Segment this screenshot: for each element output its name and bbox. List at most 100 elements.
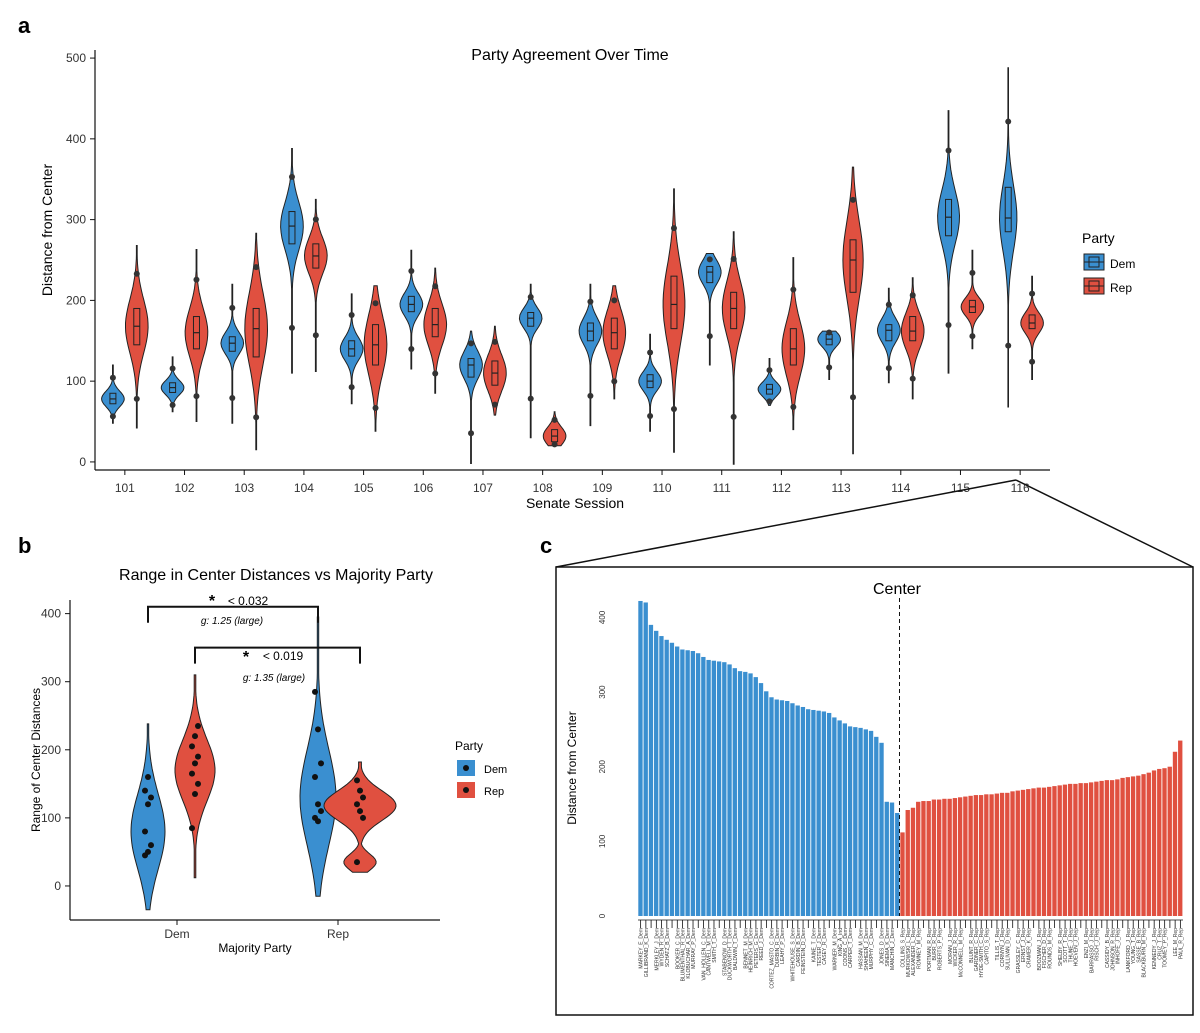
c-senator-label: BOOZMAN_J_Rep bbox=[1037, 928, 1043, 971]
c-bar-rep bbox=[900, 832, 905, 916]
c-bar-dem bbox=[790, 703, 795, 916]
panel-c-frame bbox=[555, 566, 1194, 1016]
zoom-line-right bbox=[1015, 479, 1194, 568]
a-y-tick-label: 0 bbox=[79, 455, 86, 469]
c-senator-label: CARDIN_B_Dem bbox=[796, 928, 802, 967]
a-outlier bbox=[909, 292, 916, 299]
a-y-tick-label: 100 bbox=[66, 374, 86, 388]
c-bar-rep bbox=[1062, 784, 1068, 916]
c-bar-rep bbox=[963, 796, 968, 916]
a-outlier bbox=[491, 401, 498, 408]
c-bar-dem bbox=[853, 727, 858, 916]
a-outlier bbox=[468, 340, 475, 347]
c-y-tick-label: 400 bbox=[598, 610, 607, 624]
c-bar-rep bbox=[1005, 792, 1010, 916]
c-bar-rep bbox=[1167, 766, 1172, 916]
a-box-rep-111 bbox=[730, 291, 738, 330]
c-senator-label: PETERS_G_Dem bbox=[754, 928, 760, 968]
c-bar-dem bbox=[774, 699, 779, 916]
c-bar-dem bbox=[732, 668, 737, 916]
a-x-tick-label: 109 bbox=[592, 481, 612, 495]
panel-c-senator-labels: MARKEY_E_Dem GILLIBRAND_K_Dem MERKLEY_J_De… bbox=[639, 928, 1185, 989]
c-bar-rep bbox=[1083, 783, 1089, 916]
c-bar-rep bbox=[1041, 787, 1047, 916]
a-outlier bbox=[730, 413, 737, 420]
panel-b-legend: Party Dem Rep bbox=[455, 739, 507, 798]
b-legend-dot bbox=[463, 765, 469, 771]
panel-b-ylabel: Range of Center Distances bbox=[29, 688, 43, 832]
a-violin-rep-108 bbox=[542, 411, 567, 447]
b-point bbox=[354, 859, 360, 866]
panel-a-axes: 0 100 200 300 400 500 101 102 103 104 105 106 107 108… bbox=[66, 50, 1050, 495]
c-senator-label: SHELBY_R_Rep bbox=[1058, 928, 1064, 966]
panel-b-significance: * < 0.032 g: 1.25 (large) * < 0.019 g: 1… bbox=[201, 593, 305, 684]
c-senator-label: KLOBUCHAR_A_Dem bbox=[686, 928, 692, 979]
c-senator-label: MERKLEY_J_Dem bbox=[654, 928, 660, 971]
c-senator-label: KENNEDY_J_Rep bbox=[1152, 928, 1158, 970]
a-outlier bbox=[826, 329, 833, 336]
c-senator-label: CRUZ_T_Rep bbox=[1157, 928, 1163, 960]
b-y-tick-label: 0 bbox=[54, 879, 61, 893]
c-senator-label: MORAN_J_Rep bbox=[948, 928, 954, 964]
c-bar-rep bbox=[1157, 768, 1162, 916]
c-senator-label: BLUNT_R_Rep bbox=[969, 928, 975, 963]
c-bar-dem bbox=[863, 729, 868, 916]
a-box-dem-108 bbox=[527, 312, 535, 327]
c-senator-label: MARKEY_E_Dem bbox=[639, 928, 645, 969]
c-bar-rep bbox=[1115, 779, 1120, 916]
b-point bbox=[360, 814, 366, 821]
a-outlier bbox=[885, 301, 892, 308]
c-bar-dem bbox=[821, 711, 827, 916]
a-box-rep-109 bbox=[610, 317, 618, 350]
c-bar-dem bbox=[743, 671, 748, 916]
a-outlier bbox=[945, 147, 952, 154]
c-bar-dem bbox=[879, 742, 884, 916]
a-x-tick-label: 115 bbox=[951, 481, 970, 495]
c-bar-rep bbox=[942, 798, 947, 916]
c-bar-rep bbox=[1146, 772, 1151, 916]
a-outlier bbox=[312, 332, 319, 339]
c-bar-rep bbox=[1099, 780, 1104, 916]
a-x-tick-label: 103 bbox=[234, 481, 254, 495]
a-outlier bbox=[551, 416, 558, 423]
a-box-rep-113 bbox=[849, 239, 857, 293]
c-senator-label: CASSIDY_B_Rep bbox=[1105, 928, 1111, 968]
panel-b-axes: 0 100 200 300 400 Dem Rep bbox=[41, 600, 440, 941]
a-outlier bbox=[969, 269, 976, 276]
b-point bbox=[189, 743, 195, 750]
c-senator-label: BOOKER_C_Dem bbox=[675, 928, 681, 969]
c-bar-rep bbox=[973, 795, 979, 916]
c-senator-label: JOHNSON_R_Rep bbox=[1110, 928, 1116, 971]
a-outlier bbox=[372, 405, 379, 412]
c-bar-rep bbox=[947, 798, 952, 916]
a-outlier bbox=[790, 404, 797, 410]
c-bar-dem bbox=[868, 730, 874, 916]
c-bar-dem bbox=[706, 659, 711, 916]
c-bar-rep bbox=[1088, 782, 1094, 916]
a-box-dem-107 bbox=[467, 358, 475, 378]
c-senator-label: BURR_R_Rep bbox=[932, 928, 938, 961]
a-box-dem-109 bbox=[586, 322, 594, 342]
c-bar-rep bbox=[1057, 785, 1062, 916]
c-senator-label: HOEVEN_J_Rep bbox=[1074, 928, 1080, 967]
b-point bbox=[145, 848, 151, 855]
a-outlier bbox=[491, 338, 498, 345]
c-bar-dem bbox=[748, 673, 753, 916]
c-bar-rep bbox=[984, 794, 989, 916]
c-senator-label: SCHATZ_B_Dem bbox=[665, 928, 671, 967]
a-outlier bbox=[432, 370, 439, 377]
c-senator-label: MANCHIN_J_Dem bbox=[890, 928, 896, 970]
c-senator-label: ROBERTS_P_Rep bbox=[937, 928, 943, 970]
b-point bbox=[195, 753, 201, 760]
c-senator-label: ENZI_M_Rep bbox=[1084, 928, 1090, 959]
a-x-tick-label: 106 bbox=[413, 481, 433, 495]
a-outlier bbox=[288, 173, 295, 180]
c-bar-dem bbox=[716, 661, 722, 916]
c-senator-label: TESTER_J_Dem bbox=[817, 928, 823, 966]
a-outlier bbox=[1005, 342, 1012, 349]
a-outlier bbox=[253, 264, 260, 271]
a-box-rep-112 bbox=[789, 328, 797, 366]
panel-b-marks bbox=[130, 605, 397, 911]
c-bar-rep bbox=[1094, 781, 1099, 916]
c-senator-label: VAN_HOLLEN_C_Dem bbox=[702, 928, 708, 980]
